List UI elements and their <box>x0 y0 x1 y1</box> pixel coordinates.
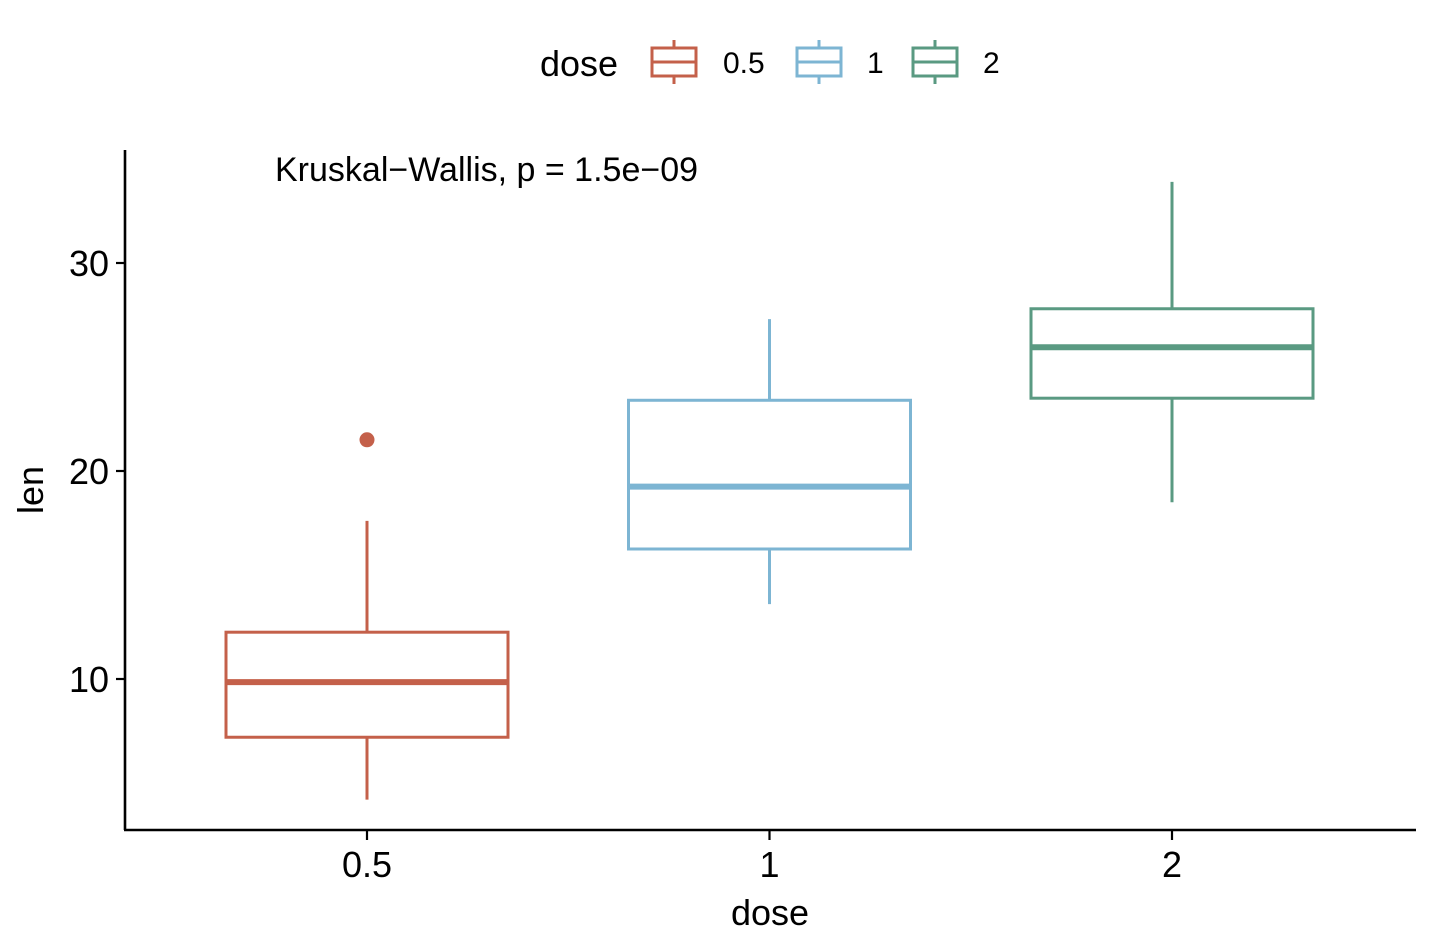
x-axis-title: dose <box>731 892 809 933</box>
y-tick-label: 30 <box>69 243 109 284</box>
y-tick-label: 20 <box>69 451 109 492</box>
legend-key <box>911 40 959 84</box>
box-group <box>224 432 510 800</box>
y-ticks: 10 20 30 <box>69 243 125 700</box>
legend-label: 1 <box>867 47 884 80</box>
legend-key <box>795 40 843 84</box>
box-group <box>1029 181 1315 503</box>
legend-title: dose <box>540 43 618 84</box>
box-group <box>627 319 912 605</box>
y-axis-title: len <box>10 466 51 514</box>
outlier-point <box>359 432 375 448</box>
x-tick-label: 2 <box>1162 844 1182 885</box>
y-tick-label: 10 <box>69 659 109 700</box>
box <box>627 398 912 551</box>
kruskal-wallis-annotation: Kruskal−Wallis, p = 1.5e−09 <box>275 151 698 189</box>
legend-key <box>650 40 698 84</box>
boxes-layer <box>224 181 1315 800</box>
x-tick-label: 1 <box>759 844 779 885</box>
x-tick-label: 0.5 <box>342 844 392 885</box>
x-ticks: 0.5 1 2 <box>342 830 1182 885</box>
legend-label: 2 <box>983 47 1000 80</box>
legend-label: 0.5 <box>723 47 765 80</box>
box <box>1029 307 1315 400</box>
legend: dose 0.5 1 2 <box>540 40 1000 84</box>
